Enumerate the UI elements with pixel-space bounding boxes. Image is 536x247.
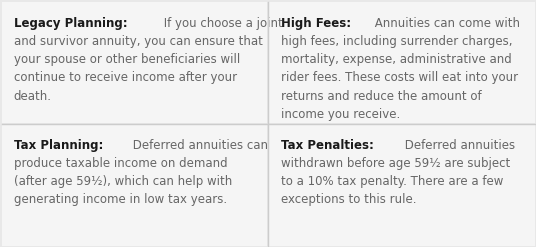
Text: and survivor annuity, you can ensure that: and survivor annuity, you can ensure tha… (13, 35, 263, 48)
Text: Legacy Planning:: Legacy Planning: (13, 17, 127, 29)
Text: high fees, including surrender charges,: high fees, including surrender charges, (281, 35, 512, 48)
Text: (after age 59½), which can help with: (after age 59½), which can help with (13, 175, 232, 188)
Text: generating income in low tax years.: generating income in low tax years. (13, 193, 227, 206)
Text: your spouse or other beneficiaries will: your spouse or other beneficiaries will (13, 53, 240, 66)
Text: Annuities can come with: Annuities can come with (371, 17, 520, 29)
Text: Tax Penalties:: Tax Penalties: (281, 139, 374, 151)
Text: rider fees. These costs will eat into your: rider fees. These costs will eat into yo… (281, 71, 518, 84)
Text: returns and reduce the amount of: returns and reduce the amount of (281, 90, 482, 103)
Text: produce taxable income on demand: produce taxable income on demand (13, 157, 227, 170)
Bar (269, 1, 534, 123)
Text: High Fees:: High Fees: (281, 17, 351, 29)
Text: continue to receive income after your: continue to receive income after your (13, 71, 236, 84)
Text: Deferred annuities can: Deferred annuities can (129, 139, 268, 151)
Text: exceptions to this rule.: exceptions to this rule. (281, 193, 416, 206)
Text: Tax Planning:: Tax Planning: (13, 139, 103, 151)
Text: mortality, expense, administrative and: mortality, expense, administrative and (281, 53, 512, 66)
Text: income you receive.: income you receive. (281, 108, 400, 121)
Bar (2, 1, 267, 123)
Bar (269, 124, 534, 246)
Text: to a 10% tax penalty. There are a few: to a 10% tax penalty. There are a few (281, 175, 503, 188)
Text: Deferred annuities: Deferred annuities (401, 139, 515, 151)
Text: If you choose a joint: If you choose a joint (160, 17, 283, 29)
Text: withdrawn before age 59½ are subject: withdrawn before age 59½ are subject (281, 157, 510, 170)
Text: death.: death. (13, 90, 51, 103)
Bar (2, 124, 267, 246)
